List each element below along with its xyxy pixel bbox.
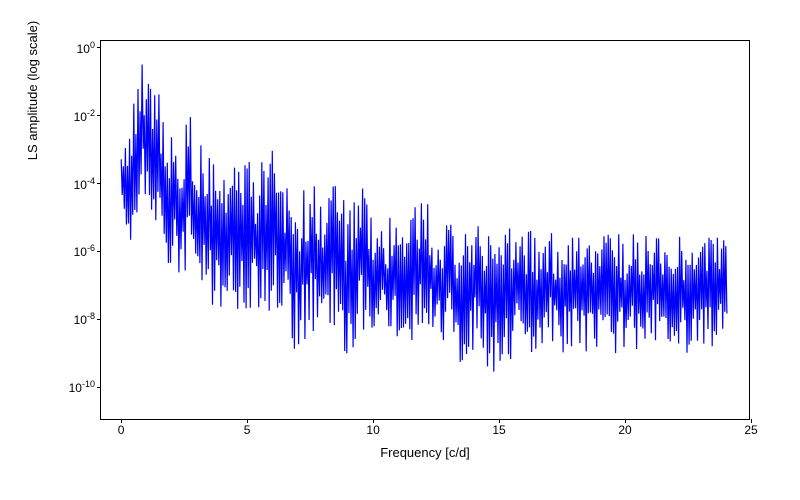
x-tick-label: 15 [492,423,505,437]
x-tick-label: 0 [118,423,125,437]
y-tick-label: 100 [77,40,95,56]
spectrum-line [101,41,751,421]
y-axis-label: LS amplitude (log scale) [25,21,40,160]
x-tick-label: 10 [366,423,379,437]
y-tick-label: 10-4 [74,176,95,192]
x-tick-label: 5 [244,423,251,437]
y-tick-label: 10-2 [74,108,95,124]
x-axis-label: Frequency [c/d] [380,445,470,460]
periodogram-chart: 10-1010-810-610-410-2100 0510152025 [100,40,750,420]
y-tick-label: 10-8 [74,311,95,327]
x-tick-label: 20 [618,423,631,437]
y-tick-label: 10-10 [69,379,95,395]
x-tick-label: 25 [744,423,757,437]
plot-area: 10-1010-810-610-410-2100 0510152025 [100,40,750,420]
y-tick-label: 10-6 [74,243,95,259]
